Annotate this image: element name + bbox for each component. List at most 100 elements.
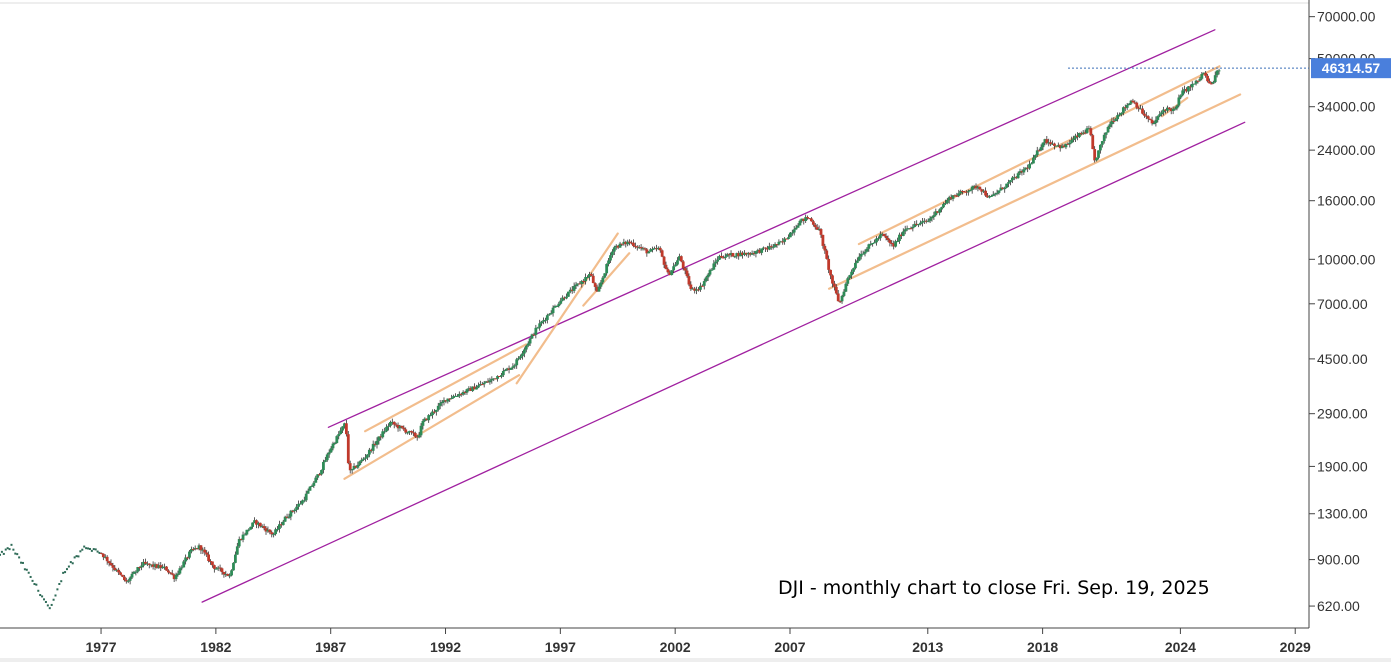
- candle: [140, 565, 144, 568]
- candle: [957, 193, 961, 196]
- candle: [1093, 149, 1097, 161]
- candle: [92, 548, 95, 551]
- candle: [1056, 145, 1060, 147]
- candle: [385, 426, 388, 432]
- candle: [291, 510, 295, 512]
- candle: [65, 568, 68, 571]
- candle: [4, 548, 7, 551]
- candle: [308, 486, 312, 491]
- y-tick-label: 16000.00: [1317, 193, 1376, 209]
- candle: [984, 190, 987, 196]
- candle: [1022, 169, 1026, 173]
- candle: [635, 246, 639, 248]
- candle: [917, 224, 920, 226]
- candle: [417, 435, 421, 438]
- candle: [643, 248, 647, 250]
- candle: [607, 260, 610, 265]
- candle: [570, 289, 574, 291]
- candle: [348, 463, 352, 471]
- candle: [98, 551, 101, 554]
- candle: [723, 256, 727, 258]
- candle: [241, 534, 245, 540]
- candle: [919, 222, 922, 225]
- candle: [1037, 150, 1041, 152]
- candle: [1167, 107, 1171, 109]
- candle: [188, 551, 191, 558]
- candle: [834, 286, 838, 294]
- candle: [576, 283, 580, 285]
- candle: [645, 249, 649, 254]
- candle: [367, 449, 371, 455]
- candle: [312, 482, 316, 486]
- candle: [538, 323, 542, 328]
- y-tick-label: 1300.00: [1317, 506, 1368, 522]
- candle: [651, 249, 654, 251]
- candle: [972, 186, 976, 188]
- candle: [81, 548, 84, 551]
- candle: [513, 365, 517, 367]
- candle: [813, 224, 817, 228]
- candle: [350, 469, 354, 471]
- candle: [528, 338, 532, 344]
- candle: [553, 306, 557, 308]
- x-tick-label: 1987: [315, 639, 346, 655]
- candle: [934, 211, 938, 216]
- candle: [44, 600, 47, 603]
- candle: [1188, 86, 1192, 88]
- candle: [1068, 142, 1072, 145]
- candle: [721, 257, 725, 259]
- candle: [852, 268, 855, 272]
- candle: [624, 241, 628, 245]
- candle: [1110, 120, 1114, 125]
- candle: [448, 398, 452, 400]
- candle: [658, 247, 662, 251]
- candle: [346, 434, 350, 464]
- candle: [18, 556, 21, 559]
- candle: [272, 534, 276, 536]
- candle: [442, 400, 446, 402]
- candle: [733, 256, 737, 258]
- candle: [161, 566, 165, 569]
- candle: [209, 561, 212, 563]
- candle: [268, 529, 272, 533]
- candle: [955, 195, 959, 197]
- candle: [1185, 89, 1188, 92]
- candle: [124, 580, 128, 582]
- candle: [1087, 128, 1091, 130]
- candle: [260, 526, 264, 528]
- candle: [773, 244, 777, 247]
- candle: [911, 226, 915, 229]
- candle: [605, 264, 609, 274]
- candle: [452, 396, 455, 398]
- candle: [563, 297, 566, 299]
- candle: [871, 243, 875, 245]
- candle: [205, 552, 209, 555]
- candle: [672, 266, 676, 271]
- trend-channels: [201, 29, 1246, 603]
- candle: [746, 252, 750, 255]
- candle: [258, 522, 262, 527]
- candle: [549, 313, 553, 315]
- candle: [639, 247, 643, 249]
- candle: [287, 516, 291, 518]
- candle: [344, 423, 348, 435]
- candle: [989, 195, 993, 197]
- candle: [279, 524, 283, 526]
- candle: [29, 575, 32, 578]
- candle: [469, 388, 473, 391]
- candle: [182, 561, 186, 568]
- candle: [819, 229, 823, 235]
- candle: [616, 245, 620, 248]
- candle: [394, 424, 398, 426]
- candle: [884, 236, 888, 238]
- candle: [121, 574, 124, 577]
- secondary-channel-line: [827, 93, 1242, 290]
- candle: [1083, 132, 1087, 134]
- candle: [339, 430, 343, 435]
- candle: [536, 327, 540, 329]
- candle: [457, 393, 461, 396]
- candle: [327, 452, 331, 455]
- candle: [501, 370, 505, 376]
- candle: [1072, 138, 1076, 141]
